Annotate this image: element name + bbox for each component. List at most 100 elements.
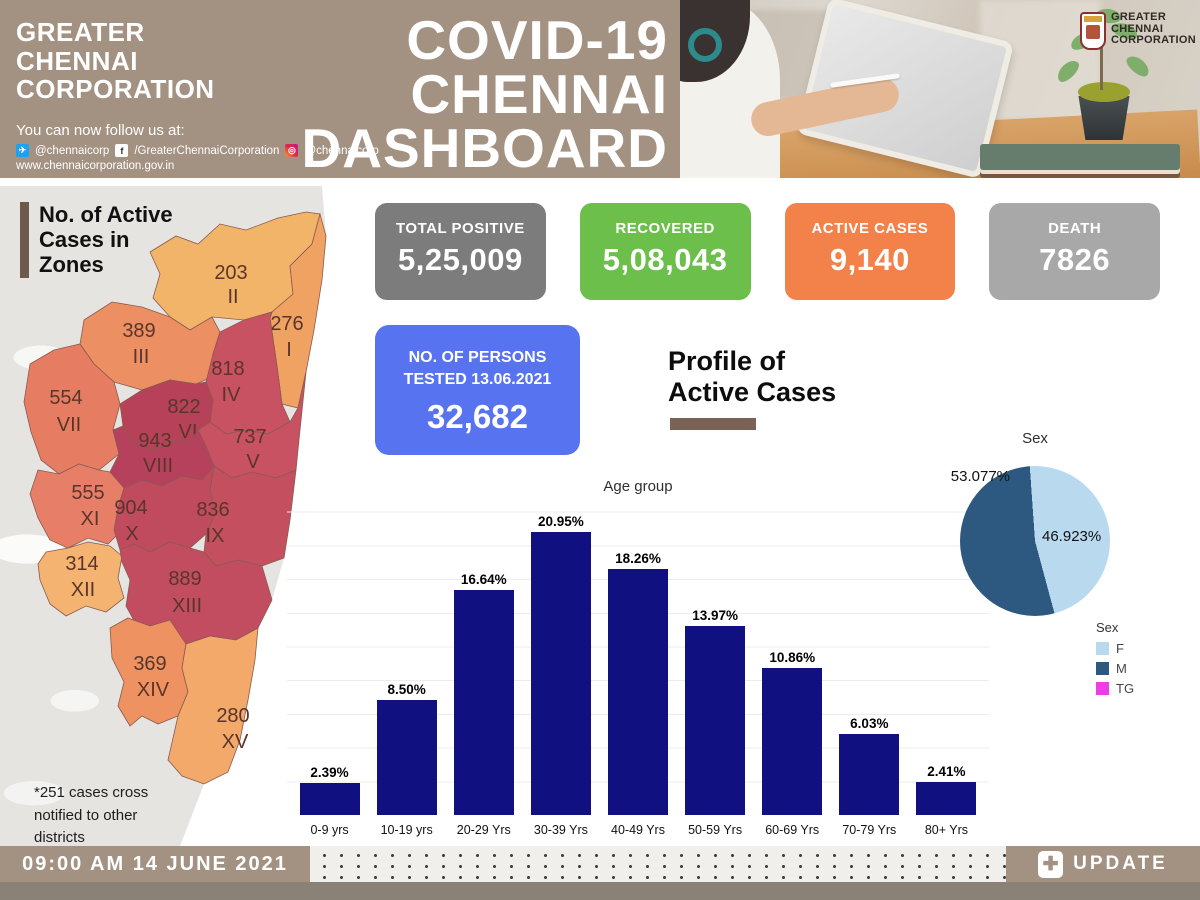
zone-XIII[interactable]: [119, 541, 273, 645]
age-group-bar-chart[interactable]: Age group 2.39% 8.50% 16.64% 20.95% 18.26% 13…: [287, 478, 989, 837]
bar-x-label: 0-9 yrs: [310, 823, 349, 837]
legend-swatch-tg: [1096, 682, 1109, 695]
zone-numeral-label: I: [286, 339, 292, 361]
bar[interactable]: [685, 626, 746, 815]
plus-icon: ✚: [1038, 850, 1064, 878]
bar-value-label: 16.64%: [460, 572, 507, 588]
update-button-label: UPDATE: [1073, 853, 1168, 874]
legend-item-f[interactable]: F: [1096, 641, 1134, 656]
bar[interactable]: [762, 668, 823, 815]
instagram-handle[interactable]: @chennaicorp: [304, 144, 379, 157]
zone-cases-label: 369: [133, 653, 166, 675]
zone-XI[interactable]: [29, 463, 125, 549]
instagram-icon[interactable]: ◎: [285, 144, 299, 157]
stat-card-death: DEATH 7826: [989, 203, 1160, 300]
bar-x-label: 60-69 Yrs: [765, 823, 820, 837]
zone-cases-label: 904: [114, 497, 147, 519]
bar-value-label: 8.50%: [387, 682, 426, 698]
stat-value: 9,140: [829, 242, 910, 277]
bar-slot-40-49 Yrs[interactable]: 18.26%: [599, 551, 676, 815]
stat-cards-row: TOTAL POSITIVE 5,25,009 RECOVERED 5,08,0…: [375, 203, 1160, 300]
stat-label: ACTIVE CASES: [811, 220, 929, 237]
map-footnote: *251 cases cross notified to other distr…: [34, 784, 149, 846]
facebook-handle[interactable]: /GreaterChennaiCorporation: [134, 144, 280, 157]
zone-numeral-label: XV: [222, 731, 249, 753]
zone-cases-label: 554: [49, 387, 82, 409]
legend-item-tg[interactable]: TG: [1096, 681, 1134, 696]
bar-slot-70-79 Yrs[interactable]: 6.03%: [831, 716, 908, 815]
bar-chart-title: Age group: [603, 478, 673, 495]
bar-x-label: 40-49 Yrs: [611, 823, 665, 837]
photo-plant-leaf: [1123, 52, 1153, 80]
bar-chart-plot: 2.39% 8.50% 16.64% 20.95% 18.26% 13.97% 10.86%…: [287, 500, 989, 815]
bar-slot-10-19 yrs[interactable]: 8.50%: [368, 682, 445, 815]
map-title-block: No. of Active Cases in Zones: [20, 202, 173, 278]
photo-books: [980, 144, 1180, 170]
bar[interactable]: [299, 782, 360, 815]
zone-numeral-label: IV: [222, 384, 242, 406]
stat-value: 5,08,043: [602, 242, 728, 277]
title-line3: DASHBOARD: [301, 116, 668, 179]
facebook-icon[interactable]: f: [115, 144, 129, 157]
header-photo: GREATER CHENNAI CORPORATION: [680, 0, 1200, 178]
bar-slot-60-69 Yrs[interactable]: 10.86%: [754, 650, 831, 815]
zone-numeral-label: XI: [81, 508, 100, 530]
zone-cases-label: 822: [167, 396, 200, 418]
website-url[interactable]: www.chennaicorporation.gov.in: [16, 160, 175, 172]
bar[interactable]: [376, 700, 437, 815]
bar-value-label: 20.95%: [537, 514, 584, 530]
bar-x-label: 80+ Yrs: [924, 823, 969, 837]
zone-XV[interactable]: [167, 627, 259, 785]
gcc-logo: GREATER CHENNAI CORPORATION: [1080, 11, 1196, 50]
bar[interactable]: [453, 590, 514, 815]
zone-cases-label: 555: [71, 482, 104, 504]
org-name-line3: CORPORATION: [16, 74, 215, 105]
stat-value: 7826: [1039, 242, 1111, 277]
bar[interactable]: [916, 782, 977, 815]
bar[interactable]: [607, 568, 668, 815]
bar-slot-80+ Yrs[interactable]: 2.41%: [908, 764, 985, 815]
update-button[interactable]: ✚ UPDATE: [1006, 846, 1200, 882]
zone-cases-label: 737: [233, 426, 266, 448]
zone-numeral-label: X: [125, 523, 138, 545]
bar-slot-0-9 yrs[interactable]: 2.39%: [291, 765, 368, 815]
stat-label: DEATH: [1048, 220, 1102, 237]
map-title-accent-bar: [20, 202, 29, 278]
title-line1: COVID-19: [406, 9, 668, 71]
tested-label: NO. OF PERSONS TESTED 13.06.2021: [403, 349, 552, 388]
legend-swatch-f: [1096, 642, 1109, 655]
bar-slot-20-29 Yrs[interactable]: 16.64%: [445, 572, 522, 815]
zone-V[interactable]: [197, 371, 307, 479]
zone-cases-label: 943: [138, 430, 171, 452]
photo-plant-branch: [1100, 30, 1103, 90]
zone-XII[interactable]: [37, 541, 125, 617]
persons-tested-card: NO. OF PERSONS TESTED 13.06.2021 32,682: [375, 325, 580, 455]
stat-card-active-cases: ACTIVE CASES 9,140: [784, 203, 956, 300]
bar-value-label: 10.86%: [769, 650, 816, 666]
legend-swatch-m: [1096, 662, 1109, 675]
bar-value-label: 6.03%: [850, 715, 889, 731]
bar-slot-50-59 Yrs[interactable]: 13.97%: [677, 608, 754, 815]
legend-item-m[interactable]: M: [1096, 661, 1134, 676]
zone-cases-label: 389: [122, 320, 155, 342]
page-title: COVID-19 CHENNAI DASHBOARD: [301, 9, 669, 179]
zone-numeral-label: III: [133, 346, 150, 368]
profile-heading: Profile of Active Cases: [668, 346, 837, 408]
stethoscope-icon: [688, 28, 722, 62]
zone-numeral-label: XIV: [137, 679, 170, 701]
bar-x-label: 10-19 yrs: [380, 823, 433, 837]
sex-pie-chart[interactable]: [960, 466, 1110, 616]
twitter-icon[interactable]: ✈: [16, 144, 29, 157]
stat-label: TOTAL POSITIVE: [396, 220, 525, 237]
bar-slot-30-39 Yrs[interactable]: 20.95%: [522, 514, 599, 815]
title-line2: CHENNAI: [410, 62, 668, 125]
bar[interactable]: [530, 532, 591, 815]
org-name: GREATER CHENNAI CORPORATION: [16, 18, 215, 104]
zone-cases-label: 818: [211, 358, 244, 380]
gcc-logo-text: GREATER CHENNAI CORPORATION: [1111, 11, 1196, 47]
photo-plant-pot: [1078, 96, 1130, 140]
zone-numeral-label: XII: [71, 579, 95, 601]
bar-x-label: 30-39 Yrs: [533, 823, 588, 837]
bar[interactable]: [839, 733, 900, 815]
twitter-handle[interactable]: @chennaicorp: [35, 144, 110, 157]
